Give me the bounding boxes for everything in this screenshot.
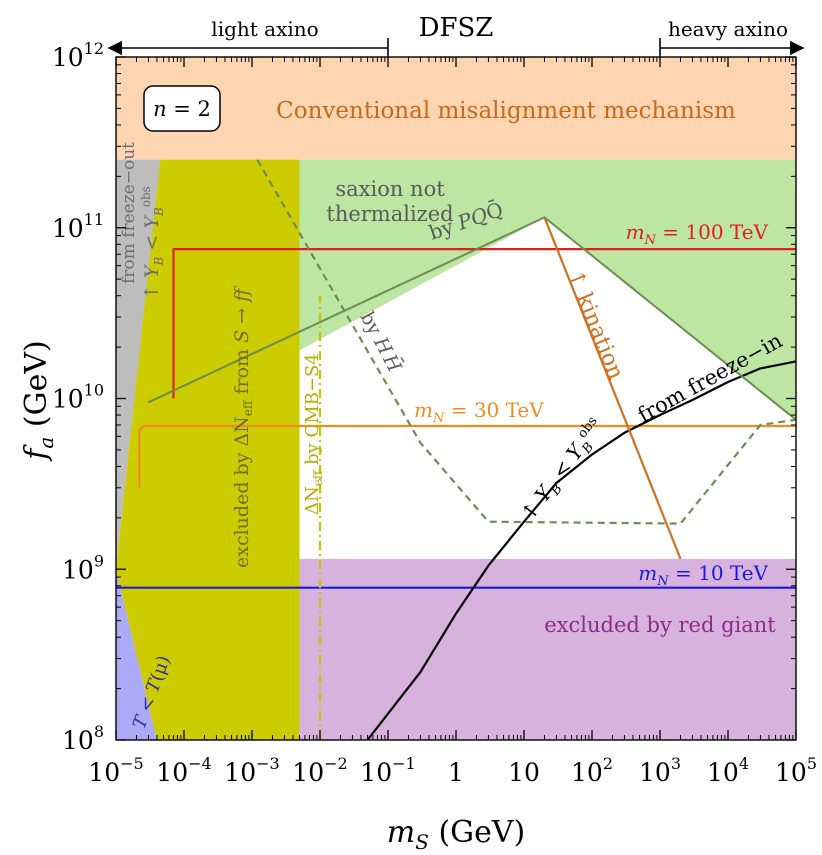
- curve-m_n-=-100-tev: [172, 248, 796, 399]
- region-t-<-t_mu-excluded: [116, 569, 157, 740]
- label-dfsz: DFSZ: [419, 13, 494, 43]
- top-axino-labels: light axino DFSZ heavy axino: [107, 13, 805, 57]
- label-red-giant: excluded by red giant: [544, 613, 776, 637]
- label-mn-30: mN = 30 TeV: [414, 398, 544, 426]
- x-tick-label: 10−4: [156, 754, 211, 787]
- x-tick-label: 10−1: [360, 754, 415, 787]
- axes: 108 109 1010 1011 1012 10−5 10−4 10−3 10−2 10−1 1 1…: [19, 39, 817, 854]
- y-axis-title: fa (GeV): [19, 340, 58, 461]
- y-tick-label: 1010: [52, 381, 104, 414]
- label-yb-freeze-in: ↑ YB < YBobs: [516, 414, 611, 527]
- label-saxion-line-2: thermalized: [326, 202, 453, 226]
- label-mn-100: mN = 100 TeV: [626, 220, 769, 248]
- x-tick-label: 103: [639, 754, 681, 787]
- label-kination: ↑ kination: [561, 266, 628, 383]
- x-tick-label: 105: [775, 754, 817, 787]
- label-saxion-line-1: saxion not: [335, 177, 445, 201]
- region-conventional-misalignment: [116, 57, 796, 160]
- region-red-giant-excluded: [299, 558, 796, 740]
- label-freeze-out-1: from freeze−out: [119, 142, 139, 284]
- n-box-label: n = 2: [153, 97, 211, 121]
- curve-m_n-=-30-tev: [138, 424, 796, 488]
- curves: [116, 159, 796, 740]
- label-cmb-s4: ΔNeff by CMB−S4: [302, 353, 325, 515]
- y-tick-label: 109: [62, 551, 104, 584]
- n-box: [143, 85, 221, 132]
- x-tick-label: 104: [707, 754, 749, 787]
- label-freeze-out-2: ↑ YB < YBobs: [139, 186, 166, 300]
- curve-kination: [543, 216, 682, 560]
- curve-pq-qbar: [147, 216, 796, 421]
- label-conventional-misalignment: Conventional misalignment mechanism: [276, 98, 736, 124]
- y-tick-label: 108: [62, 722, 104, 755]
- label-heavy-axino: heavy axino: [668, 17, 788, 41]
- shaded-regions: [116, 57, 796, 740]
- y-tick-label: 1011: [52, 210, 104, 243]
- x-tick-label: 10−5: [88, 754, 143, 787]
- x-tick-label: 10−3: [224, 754, 279, 787]
- y-tick-label: 1012: [52, 39, 104, 72]
- curve-from-freeze-in: [366, 360, 796, 740]
- x-tick-label: 10−2: [292, 754, 347, 787]
- label-mn-10: mN = 10 TeV: [638, 561, 768, 589]
- x-axis-title: mS (GeV): [387, 815, 525, 854]
- x-tick-label: 10: [508, 758, 540, 787]
- label-light-axino: light axino: [211, 17, 318, 41]
- label-delta-neff: excluded by ΔNeff from S → ff: [231, 285, 255, 568]
- x-tick-label: 1: [448, 758, 464, 787]
- region-delta-n_eff-excluded: [116, 159, 300, 740]
- x-tick-label: 102: [571, 754, 613, 787]
